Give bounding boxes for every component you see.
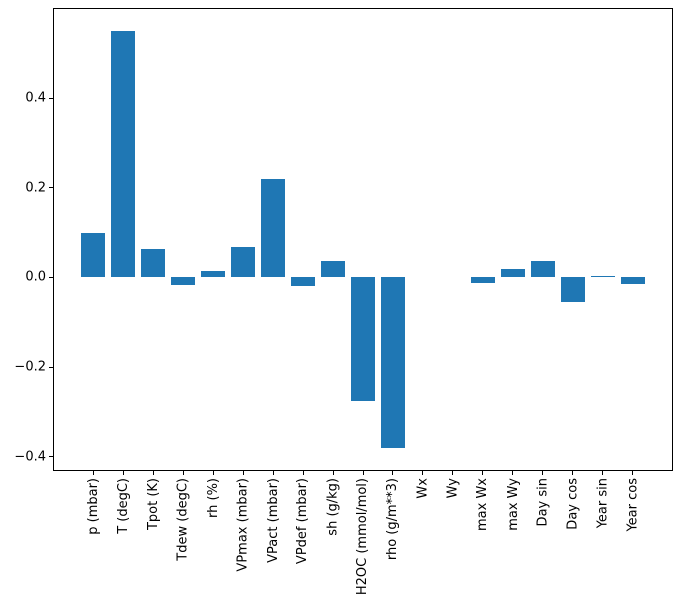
x-tick-label: sh (g/kg) — [325, 478, 341, 536]
x-tick-label: VPdef (mbar) — [295, 478, 311, 565]
x-tick-mark — [452, 471, 454, 475]
x-tick-mark — [272, 471, 274, 475]
y-tick-label: −0.2 — [14, 359, 46, 375]
x-tick-mark — [572, 471, 574, 475]
y-tick-mark — [49, 276, 53, 278]
x-tick-mark — [332, 471, 334, 475]
x-tick-mark — [152, 471, 154, 475]
y-tick-label: 0.0 — [25, 269, 46, 285]
x-tick-label: VPact (mbar) — [265, 478, 281, 563]
bar-t-degc — [111, 30, 136, 278]
x-tick-label: rho (g/m**3) — [385, 478, 401, 561]
x-tick-label: H2OC (mmol/mol) — [355, 478, 371, 596]
y-tick-label: −0.4 — [14, 449, 46, 465]
bar-tdew-degc — [171, 277, 196, 286]
bar-year-cos — [620, 277, 645, 285]
bar-sh-g-kg — [321, 260, 345, 278]
x-tick-label: Year sin — [595, 478, 611, 529]
x-tick-mark — [122, 471, 124, 475]
bar-vpmax-mbar — [231, 246, 256, 278]
x-tick-mark — [542, 471, 544, 475]
y-tick-label: 0.4 — [25, 90, 46, 106]
x-tick-label: Tdew (degC) — [175, 478, 191, 561]
y-tick-mark — [49, 456, 53, 458]
x-tick-mark — [512, 471, 514, 475]
x-tick-label: VPmax (mbar) — [235, 478, 251, 572]
x-tick-mark — [482, 471, 484, 475]
x-tick-label: Tpot (K) — [145, 478, 161, 531]
bar-vpdef-mbar — [291, 277, 316, 287]
y-tick-mark — [49, 187, 53, 189]
bar-h2oc-mmol-mol — [351, 277, 375, 401]
x-tick-label: Wy — [445, 478, 461, 499]
bar-p-mbar — [81, 232, 106, 278]
x-tick-mark — [602, 471, 604, 475]
bar-year-sin — [590, 276, 615, 278]
x-tick-label: Day sin — [535, 478, 551, 527]
y-tick-label: 0.2 — [25, 180, 46, 196]
x-tick-mark — [92, 471, 94, 475]
bar-max-wy — [500, 269, 525, 278]
x-tick-mark — [362, 471, 364, 475]
bar-day-sin — [530, 261, 555, 278]
x-tick-label: Day cos — [565, 478, 581, 530]
x-tick-label: Year cos — [625, 478, 641, 532]
x-tick-mark — [212, 471, 214, 475]
x-tick-label: Wx — [415, 478, 431, 499]
bar-day-cos — [560, 277, 585, 303]
bar-rh — [201, 271, 226, 278]
x-tick-mark — [302, 471, 304, 475]
x-tick-mark — [242, 471, 244, 475]
x-tick-label: max Wy — [505, 478, 521, 531]
x-tick-mark — [392, 471, 394, 475]
x-tick-mark — [422, 471, 424, 475]
x-tick-label: T (degC) — [115, 478, 131, 534]
y-tick-mark — [49, 366, 53, 368]
x-tick-label: max Wx — [475, 478, 491, 532]
bar-max-wx — [470, 277, 495, 283]
x-tick-mark — [182, 471, 184, 475]
x-tick-label: p (mbar) — [85, 478, 101, 535]
bar-vpact-mbar — [261, 178, 286, 278]
plot-area — [53, 8, 673, 471]
bar-rho-g-m-3 — [380, 277, 405, 448]
x-tick-mark — [632, 471, 634, 475]
bar-tpot-k — [141, 248, 166, 278]
x-tick-label: rh (%) — [205, 478, 221, 518]
y-tick-mark — [49, 97, 53, 99]
